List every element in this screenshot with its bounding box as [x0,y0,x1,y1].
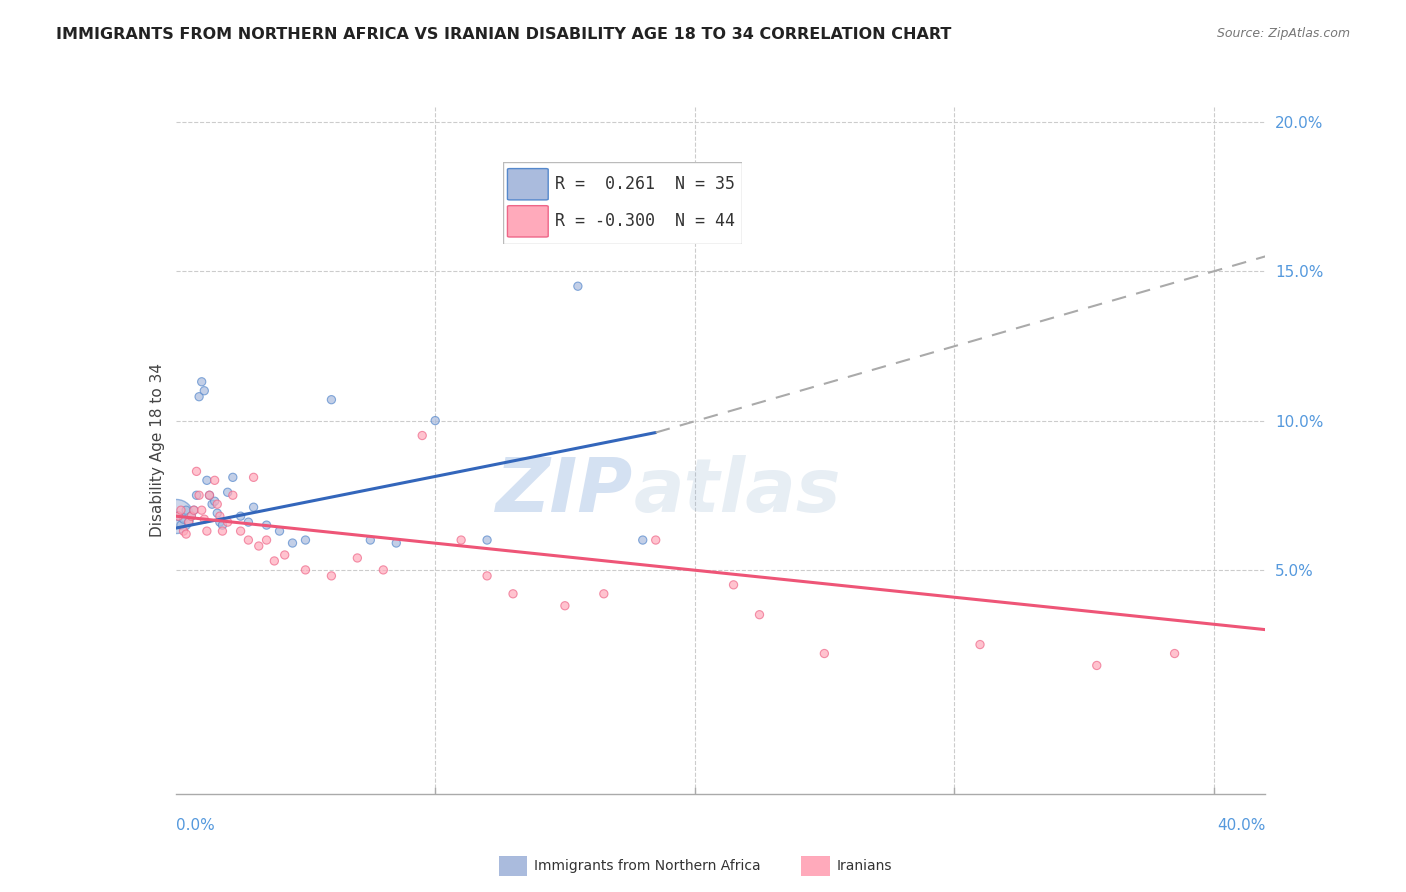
Point [177,515,200,529]
Point [217,515,239,529]
Point [242,500,264,515]
Point [180,509,202,524]
Text: 40.0%: 40.0% [1218,818,1265,833]
Text: atlas: atlas [633,455,841,528]
Text: IMMIGRANTS FROM NORTHERN AFRICA VS IRANIAN DISABILITY AGE 18 TO 34 CORRELATION C: IMMIGRANTS FROM NORTHERN AFRICA VS IRANI… [56,27,952,42]
Text: ZIP: ZIP [496,455,633,528]
Point [217,485,239,500]
Point [1085,658,1108,673]
Y-axis label: Disability Age 18 to 34: Disability Age 18 to 34 [149,363,165,538]
Point [385,536,408,550]
Point [177,515,200,529]
Point [475,533,498,547]
Point [359,533,381,547]
Point [190,503,212,517]
Point [321,569,343,583]
Text: Source: ZipAtlas.com: Source: ZipAtlas.com [1216,27,1350,40]
Point [263,554,285,568]
Point [211,524,233,538]
Point [238,533,260,547]
Point [256,518,278,533]
Point [294,533,316,547]
Point [173,524,195,538]
Point [183,503,205,517]
Point [274,548,297,562]
Point [201,497,224,511]
Point [173,512,195,526]
Point [242,470,264,484]
Point [229,509,252,524]
Text: 0.0%: 0.0% [176,818,215,833]
Point [174,503,197,517]
Point [174,527,197,541]
Point [644,533,666,547]
Point [294,563,316,577]
Point [346,551,368,566]
Point [554,599,576,613]
Point [207,506,229,520]
Point [247,539,270,553]
Point [167,509,190,524]
Point [195,473,218,487]
Point [208,515,231,529]
Point [631,533,654,547]
FancyBboxPatch shape [498,855,529,877]
Point [475,569,498,583]
Point [411,428,433,442]
Point [373,563,395,577]
Point [188,488,211,502]
Point [186,488,208,502]
Text: Immigrants from Northern Africa: Immigrants from Northern Africa [534,859,761,873]
Point [567,279,589,293]
Point [321,392,343,407]
Point [204,473,226,487]
Point [170,518,193,533]
Point [748,607,770,622]
Point [229,524,252,538]
Point [183,503,205,517]
Point [190,375,212,389]
Point [269,524,291,538]
Point [281,536,304,550]
Point [193,512,215,526]
Point [165,509,187,524]
Point [198,488,221,502]
Point [683,211,706,225]
Point [170,503,193,517]
Point [425,414,447,428]
Point [969,638,991,652]
Point [188,390,211,404]
Point [198,488,221,502]
Point [207,497,229,511]
FancyBboxPatch shape [800,855,831,877]
Text: Iranians: Iranians [837,859,891,873]
Point [502,587,524,601]
Point [813,647,835,661]
Point [238,515,260,529]
Point [450,533,472,547]
Point [204,494,226,508]
Point [195,524,218,538]
Point [211,518,233,533]
Point [186,464,208,478]
Point [222,470,245,484]
Point [180,509,202,524]
Point [167,509,190,524]
Point [1163,647,1185,661]
Point [592,587,614,601]
Point [723,578,745,592]
Point [222,488,245,502]
Point [208,509,231,524]
Point [256,533,278,547]
Point [193,384,215,398]
